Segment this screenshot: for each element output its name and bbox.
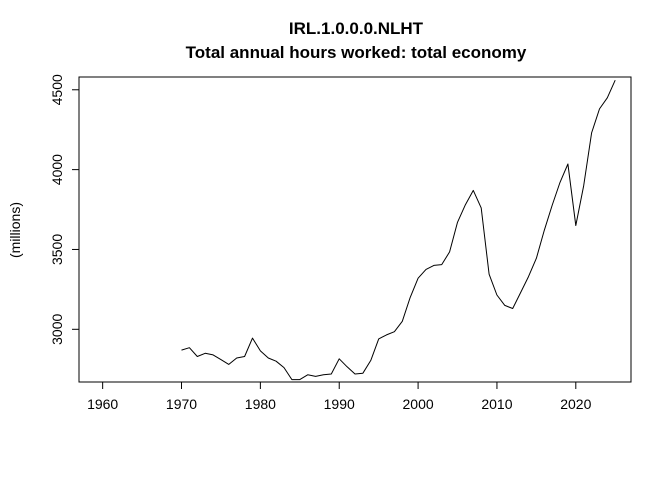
x-tick-label: 2010 — [481, 396, 512, 412]
y-tick-label: 4500 — [49, 74, 65, 105]
x-tick-label: 1970 — [166, 396, 197, 412]
series-layer — [181, 79, 616, 381]
y-axis: 3000 3500 4000 4500 — [49, 74, 80, 345]
y-tick-label: 3000 — [49, 314, 65, 345]
y-tick-label: 4000 — [49, 154, 65, 185]
y-axis-label: (millions) — [7, 202, 23, 258]
y-tick-label: 3500 — [49, 234, 65, 265]
chart-title: IRL.1.0.0.0.NLHT — [289, 19, 424, 38]
chart-subtitle: Total annual hours worked: total economy — [186, 43, 527, 62]
x-axis: 1960 1970 1980 1990 2000 2010 2020 — [87, 381, 592, 412]
x-tick-label: 1960 — [87, 396, 118, 412]
series-line — [181, 79, 616, 381]
x-tick-label: 1980 — [245, 396, 276, 412]
x-tick-label: 2020 — [560, 396, 591, 412]
x-tick-label: 1990 — [324, 396, 355, 412]
plot-frame — [78, 76, 632, 383]
x-tick-label: 2000 — [403, 396, 434, 412]
